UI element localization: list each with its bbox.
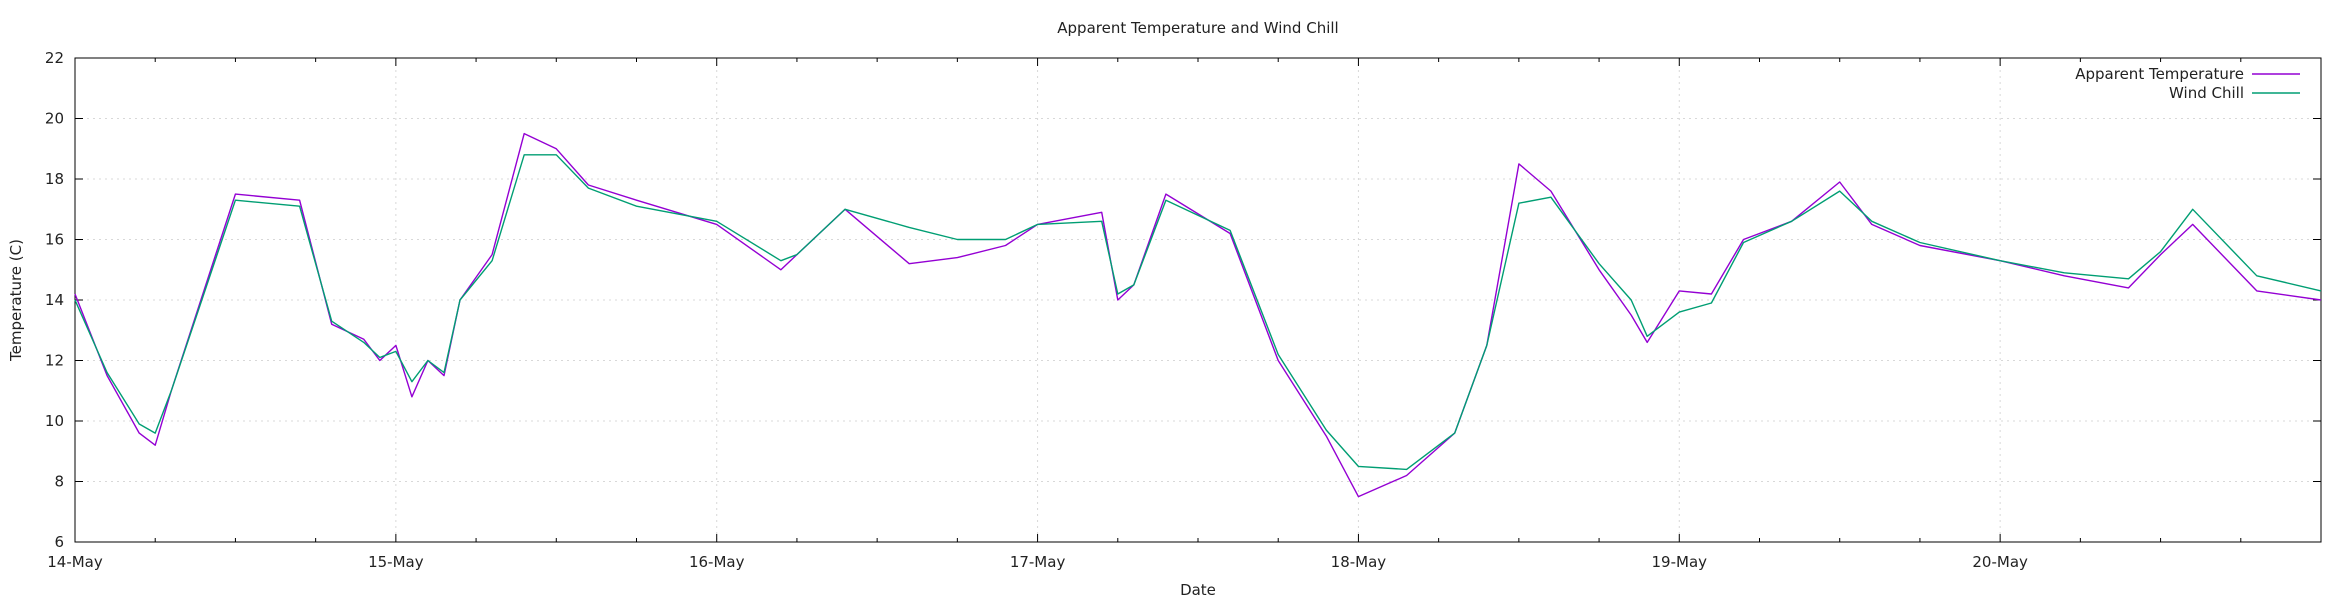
axis-ticks: 6 8 10 12 14 16 18 20 22 14-May 15-May 16-May 17-May… bbox=[45, 49, 2321, 571]
y-tick-label: 14 bbox=[45, 291, 64, 309]
grid bbox=[75, 58, 2321, 542]
series-line-wind-chill bbox=[74, 154, 2322, 471]
series-layer bbox=[74, 132, 2322, 498]
legend-label-wind-chill: Wind Chill bbox=[2169, 84, 2244, 102]
x-axis-label: Date bbox=[1180, 581, 1216, 599]
y-tick-label: 12 bbox=[45, 352, 64, 370]
x-tick-label: 19-May bbox=[1652, 553, 1708, 571]
x-tick-label: 20-May bbox=[1972, 553, 2028, 571]
x-tick-label: 17-May bbox=[1010, 553, 1066, 571]
y-tick-label: 22 bbox=[45, 49, 64, 67]
y-axis-label: Temperature (C) bbox=[7, 239, 25, 362]
chart-title: Apparent Temperature and Wind Chill bbox=[1057, 19, 1338, 37]
legend-label-apparent-temperature: Apparent Temperature bbox=[2075, 65, 2244, 83]
x-tick-label: 18-May bbox=[1331, 553, 1387, 571]
y-tick-label: 6 bbox=[54, 533, 64, 551]
x-tick-label: 14-May bbox=[47, 553, 103, 571]
y-tick-label: 8 bbox=[54, 473, 64, 491]
legend: Apparent Temperature Wind Chill bbox=[2075, 65, 2300, 102]
x-tick-label: 15-May bbox=[368, 553, 424, 571]
x-tick-label: 16-May bbox=[689, 553, 745, 571]
y-tick-label: 10 bbox=[45, 412, 64, 430]
y-tick-label: 18 bbox=[45, 170, 64, 188]
series-line-apparent-temperature bbox=[74, 132, 2322, 498]
y-tick-label: 20 bbox=[45, 110, 64, 128]
y-tick-label: 16 bbox=[45, 231, 64, 249]
